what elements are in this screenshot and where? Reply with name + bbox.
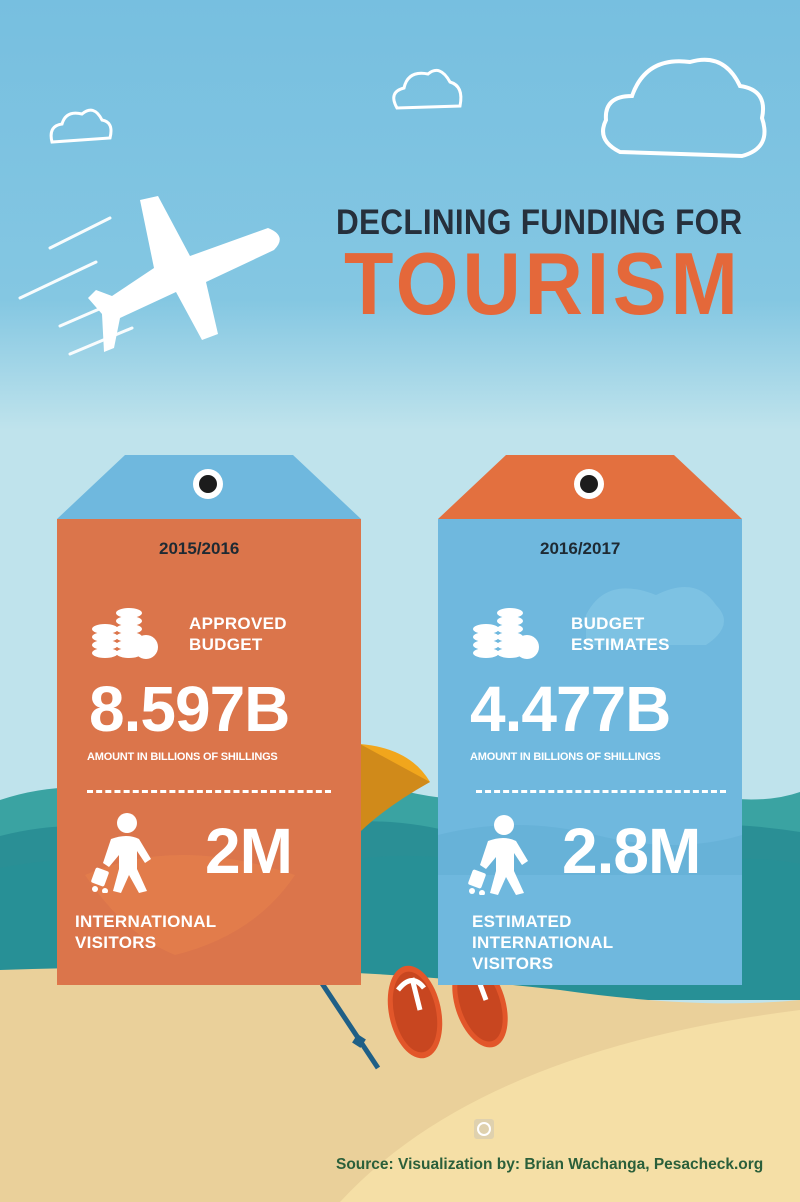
divider — [476, 790, 726, 793]
divider — [87, 790, 331, 793]
title-line2: TOURISM — [344, 234, 742, 333]
card-year: 2015/2016 — [159, 539, 240, 558]
beach-umbrella-icon — [277, 744, 430, 1070]
coins-icon — [473, 608, 539, 659]
budget-label: BUDGET ESTIMATES — [571, 614, 670, 654]
tag-shape — [438, 455, 742, 985]
title-line1: DECLINING FUNDING FOR — [336, 203, 743, 242]
coins-icon — [92, 608, 158, 659]
card-year: 2016/2017 — [540, 539, 621, 558]
watermark-icon — [474, 1119, 494, 1139]
amount-note: AMOUNT IN BILLIONS OF SHILLINGS — [87, 751, 278, 763]
cloud-icon — [601, 57, 767, 159]
cloud-icon — [49, 108, 113, 144]
traveler-luggage-icon — [91, 813, 151, 893]
budget-label: APPROVED BUDGET — [189, 614, 287, 654]
source-credit: Source: Visualization by: Brian Wachanga… — [336, 1156, 764, 1173]
budget-amount: 4.477B — [470, 673, 671, 745]
visitors-count: 2M — [205, 815, 293, 887]
airplane-icon — [18, 196, 280, 356]
amount-note: AMOUNT IN BILLIONS OF SHILLINGS — [470, 751, 661, 763]
budget-amount: 8.597B — [89, 673, 290, 745]
traveler-luggage-icon — [468, 815, 528, 895]
visitors-label: INTERNATIONAL VISITORS — [75, 912, 217, 952]
cloud-icon — [392, 68, 463, 110]
visitors-label: ESTIMATED INTERNATIONAL VISITORS — [472, 912, 614, 973]
visitors-count: 2.8M — [562, 815, 701, 887]
